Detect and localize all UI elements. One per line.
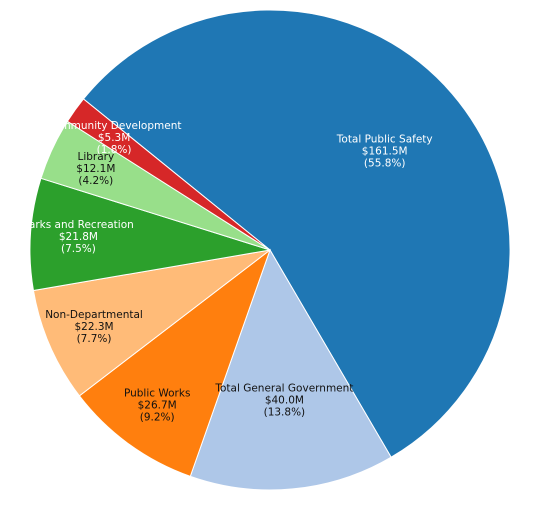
value-label: $22.3M — [74, 321, 113, 333]
pie-slice — [189, 248, 392, 491]
percent-label: (55.8%) — [364, 157, 406, 169]
percent-label: (13.8%) — [264, 407, 306, 419]
value-label: $12.1M — [76, 163, 115, 175]
slice-label: Non-Departmental — [45, 309, 143, 321]
percent-label: (7.5%) — [61, 243, 96, 255]
pie-slice — [66, 98, 271, 251]
pie-slice — [29, 177, 271, 292]
value-label: $5.3M — [98, 132, 130, 144]
slice-label: Public Works — [124, 387, 190, 399]
value-label: $40.0M — [265, 395, 304, 407]
value-label: $161.5M — [362, 145, 408, 157]
percent-label: (7.7%) — [77, 333, 112, 345]
slice-label: Total General Government — [214, 383, 353, 395]
pie-slice — [32, 249, 271, 397]
pie-slice — [78, 248, 272, 478]
slice-label: Parks and Recreation — [23, 219, 134, 231]
slice-label: Total Public Safety — [336, 133, 433, 145]
value-label: $26.7M — [138, 399, 177, 411]
percent-label: (1.8%) — [97, 144, 132, 156]
percent-label: (4.2%) — [78, 175, 113, 187]
pie-slice — [82, 9, 511, 458]
slice-label: Library — [77, 151, 114, 163]
value-label: $21.8M — [59, 231, 98, 243]
slice-label: Community Development — [47, 120, 182, 132]
percent-label: (9.2%) — [140, 411, 175, 423]
